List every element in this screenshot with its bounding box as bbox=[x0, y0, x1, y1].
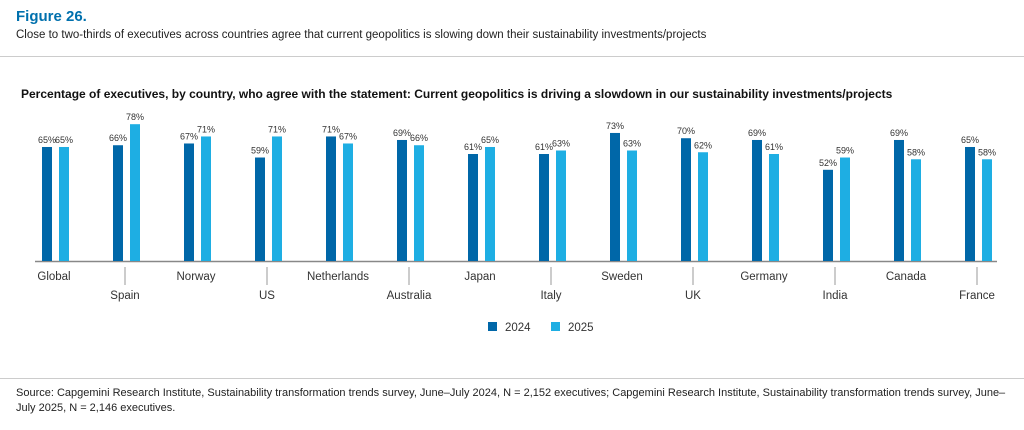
bar-2025-japan bbox=[485, 146, 495, 261]
bar-2024-australia bbox=[397, 139, 407, 261]
data-label: 62% bbox=[694, 140, 712, 150]
figure-subtitle: Close to two-thirds of executives across… bbox=[16, 29, 707, 41]
bar-2024-global bbox=[42, 146, 52, 261]
source-note: Source: Capgemini Research Institute, Su… bbox=[16, 387, 1006, 414]
data-label: 73% bbox=[606, 121, 624, 131]
bar-2024-france bbox=[965, 146, 975, 261]
x-tick-label: Germany bbox=[740, 271, 788, 283]
bar-2025-uk bbox=[698, 152, 708, 261]
x-tick-label: UK bbox=[685, 290, 701, 302]
bar-2024-italy bbox=[539, 154, 549, 261]
data-label: 61% bbox=[464, 142, 482, 152]
data-label: 65% bbox=[481, 135, 499, 145]
bar-2024-netherlands bbox=[326, 136, 336, 261]
bottom-divider bbox=[0, 378, 1024, 379]
data-label: 59% bbox=[251, 146, 269, 156]
data-label: 67% bbox=[180, 131, 198, 141]
bar-2024-sweden bbox=[610, 132, 620, 261]
bar-2025-india bbox=[840, 157, 850, 261]
bar-2024-canada bbox=[894, 139, 904, 261]
legend-swatch-2025 bbox=[551, 322, 560, 331]
x-tick-label: Australia bbox=[387, 290, 432, 302]
bar-2025-australia bbox=[414, 145, 424, 261]
x-tick-label: Netherlands bbox=[307, 271, 369, 283]
data-label: 65% bbox=[961, 135, 979, 145]
x-tick-label: Global bbox=[37, 271, 70, 283]
data-label: 67% bbox=[339, 131, 357, 141]
legend-swatch-2024 bbox=[488, 322, 497, 331]
bar-2024-germany bbox=[752, 139, 762, 261]
data-label: 58% bbox=[907, 147, 925, 157]
bar-2025-france bbox=[982, 159, 992, 261]
data-label: 58% bbox=[978, 147, 996, 157]
bar-2025-global bbox=[59, 146, 69, 261]
bar-2025-netherlands bbox=[343, 143, 353, 261]
data-label: 69% bbox=[748, 128, 766, 138]
x-tick-label: Italy bbox=[540, 290, 561, 302]
data-label: 78% bbox=[126, 112, 144, 122]
x-tick-label: Sweden bbox=[601, 271, 643, 283]
x-tick-label: Norway bbox=[177, 271, 216, 283]
data-label: 63% bbox=[623, 138, 641, 148]
data-label: 59% bbox=[836, 146, 854, 156]
bar-2025-canada bbox=[911, 159, 921, 261]
data-label: 65% bbox=[55, 135, 73, 145]
bar-2024-norway bbox=[184, 143, 194, 261]
bar-2024-uk bbox=[681, 138, 691, 261]
x-tick-label: Spain bbox=[110, 290, 139, 302]
bar-2025-us bbox=[272, 136, 282, 261]
data-label: 63% bbox=[552, 138, 570, 148]
figure-label: Figure 26. bbox=[16, 8, 87, 25]
top-divider bbox=[0, 56, 1024, 57]
data-label: 70% bbox=[677, 126, 695, 136]
data-label: 66% bbox=[410, 133, 428, 143]
bar-2025-spain bbox=[130, 124, 140, 261]
chart-title: Percentage of executives, by country, wh… bbox=[21, 87, 893, 101]
bar-2024-india bbox=[823, 169, 833, 261]
x-tick-label: US bbox=[259, 290, 275, 302]
bar-2024-us bbox=[255, 157, 265, 261]
data-label: 71% bbox=[197, 124, 215, 134]
bar-2025-italy bbox=[556, 150, 566, 261]
data-label: 69% bbox=[393, 128, 411, 138]
data-label: 69% bbox=[890, 128, 908, 138]
data-label: 65% bbox=[38, 135, 56, 145]
bar-2025-sweden bbox=[627, 150, 637, 261]
data-label: 52% bbox=[819, 158, 837, 168]
legend-label: 2025 bbox=[568, 322, 594, 334]
bar-2025-norway bbox=[201, 136, 211, 261]
data-label: 71% bbox=[268, 124, 286, 134]
bar-chart: 65%65%Global66%78%Spain67%71%Norway59%71… bbox=[35, 112, 997, 334]
x-tick-label: Canada bbox=[886, 271, 927, 283]
legend-label: 2024 bbox=[505, 322, 531, 334]
data-label: 61% bbox=[535, 142, 553, 152]
bar-2025-germany bbox=[769, 154, 779, 261]
data-label: 61% bbox=[765, 142, 783, 152]
x-tick-label: India bbox=[823, 290, 849, 302]
data-label: 71% bbox=[322, 124, 340, 134]
data-label: 66% bbox=[109, 133, 127, 143]
x-tick-label: France bbox=[959, 290, 995, 302]
bar-2024-spain bbox=[113, 145, 123, 261]
x-tick-label: Japan bbox=[464, 271, 495, 283]
bar-2024-japan bbox=[468, 154, 478, 261]
